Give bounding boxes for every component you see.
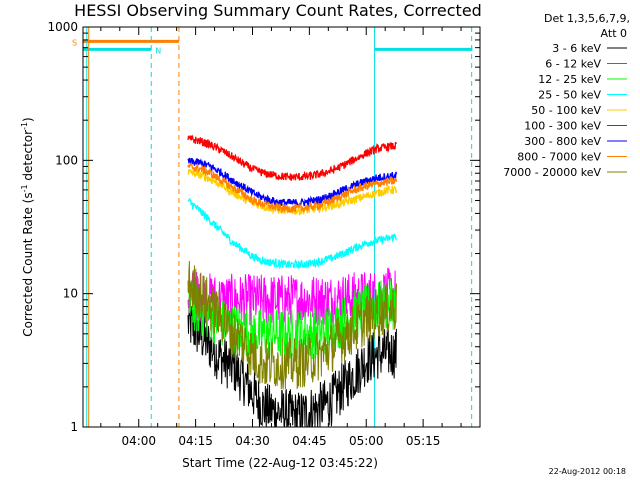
series-7000-20000-kev — [187, 260, 397, 390]
series-100-300-kev — [187, 134, 397, 181]
series-3-6-kev — [187, 298, 397, 428]
x-tick-label-05-00: 05:00 — [349, 434, 384, 448]
series-300-800-kev — [187, 157, 398, 208]
y-tick-label-1000: 1000 — [47, 20, 78, 34]
x-tick-label-04-30: 04:30 — [235, 434, 270, 448]
y-axis-label: Corrected Count Rate (s-1 detector-1) — [20, 117, 35, 336]
series-25-50-kev — [187, 198, 397, 270]
attenuator-flags: SN — [72, 38, 473, 55]
y-axis-label-end: ) — [21, 117, 35, 122]
legend-label-12-25-kev: 12 - 25 keV — [538, 73, 601, 86]
series-50-100-kev — [187, 167, 398, 216]
x-tick-label-04-15: 04:15 — [178, 434, 213, 448]
y-axis-label-sup2: -1 — [20, 122, 29, 130]
x-tick-label-04-45: 04:45 — [292, 434, 327, 448]
y-axis-label-sup1: -1 — [20, 184, 29, 192]
y-tick-label-1: 1 — [70, 420, 78, 434]
legend-subtitle: Att 0 — [601, 27, 627, 40]
flag-label-n: N — [155, 46, 161, 55]
series-800-7000-kev — [187, 162, 398, 214]
legend-title: Det 1,3,5,6,7,9, — [544, 12, 630, 25]
legend-label-7000-20000-kev: 7000 - 20000 keV — [503, 166, 601, 179]
plot-frame — [82, 26, 481, 428]
y-axis-label-main: Corrected Count Rate (s — [21, 192, 35, 336]
marker-lines — [86, 27, 473, 427]
y-axis-label-mid: detector — [21, 130, 35, 185]
legend-label-25-50-kev: 25 - 50 keV — [538, 89, 601, 102]
legend-label-50-100-kev: 50 - 100 keV — [531, 104, 601, 117]
legend-label-300-800-kev: 300 - 800 keV — [524, 135, 601, 148]
legend: 3 - 6 keV 6 - 12 keV 12 - 25 keV 25 - 50 ke… — [503, 42, 627, 179]
x-tick-label-05-15: 05:15 — [406, 434, 441, 448]
y-axis-ticks: 1000 100 10 1 — [47, 20, 480, 434]
legend-label-6-12-kev: 6 - 12 keV — [545, 58, 601, 71]
chart-title: HESSI Observing Summary Count Rates, Cor… — [74, 1, 482, 20]
y-tick-label-10: 10 — [63, 287, 78, 301]
series-6-12-kev — [187, 267, 397, 328]
y-tick-label-100: 100 — [55, 153, 78, 167]
legend-label-800-7000-kev: 800 - 7000 keV — [517, 151, 601, 164]
x-axis-label: Start Time (22-Aug-12 03:45:22) — [182, 456, 378, 470]
legend-label-100-300-kev: 100 - 300 keV — [524, 120, 601, 133]
flag-label-s: S — [72, 38, 77, 47]
series-lines — [187, 134, 398, 428]
legend-label-3-6-kev: 3 - 6 keV — [552, 42, 601, 55]
x-axis-ticks: 04:00 04:15 04:30 04:45 05:00 05:15 — [100, 27, 481, 448]
footer-date: 22-Aug-2012 00:18 — [549, 467, 626, 476]
x-tick-label-04-00: 04:00 — [121, 434, 156, 448]
